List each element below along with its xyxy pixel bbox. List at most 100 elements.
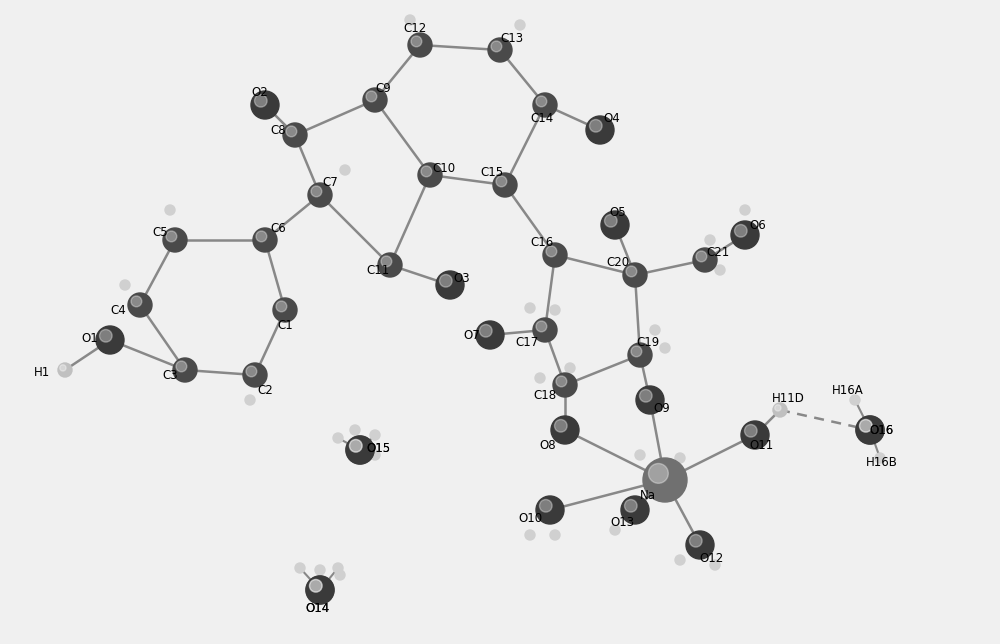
Text: C15: C15 <box>480 166 504 178</box>
Circle shape <box>273 298 297 322</box>
Circle shape <box>648 464 668 483</box>
Circle shape <box>535 373 545 383</box>
Text: O16: O16 <box>870 424 894 437</box>
Circle shape <box>58 363 72 377</box>
Circle shape <box>120 280 130 290</box>
Circle shape <box>860 419 872 432</box>
Circle shape <box>491 41 502 52</box>
Circle shape <box>690 535 702 547</box>
Text: O8: O8 <box>540 439 556 451</box>
Text: O7: O7 <box>464 328 480 341</box>
Text: C1: C1 <box>277 319 293 332</box>
Text: C21: C21 <box>706 245 730 258</box>
Text: H1: H1 <box>34 366 50 379</box>
Circle shape <box>333 433 343 443</box>
Circle shape <box>128 293 152 317</box>
Circle shape <box>693 248 717 272</box>
Text: C19: C19 <box>636 336 660 348</box>
Circle shape <box>860 419 872 432</box>
Circle shape <box>253 228 277 252</box>
Circle shape <box>436 271 464 299</box>
Circle shape <box>533 93 557 117</box>
Text: O15: O15 <box>366 442 390 455</box>
Circle shape <box>705 235 715 245</box>
Circle shape <box>850 395 860 405</box>
Circle shape <box>480 325 492 337</box>
Circle shape <box>350 439 362 452</box>
Circle shape <box>640 390 652 402</box>
Circle shape <box>315 565 325 575</box>
Text: C9: C9 <box>375 82 391 95</box>
Circle shape <box>660 343 670 353</box>
Circle shape <box>550 305 560 315</box>
Circle shape <box>586 116 614 144</box>
Text: H16B: H16B <box>866 455 898 468</box>
Circle shape <box>650 325 660 335</box>
Circle shape <box>556 376 567 387</box>
Text: O11: O11 <box>750 439 774 451</box>
Circle shape <box>710 560 720 570</box>
Circle shape <box>626 266 637 277</box>
Circle shape <box>493 173 517 197</box>
Circle shape <box>546 246 557 257</box>
Circle shape <box>346 436 374 464</box>
Text: H11D: H11D <box>772 392 804 404</box>
Circle shape <box>246 366 257 377</box>
Circle shape <box>340 165 350 175</box>
Circle shape <box>553 373 577 397</box>
Text: O4: O4 <box>604 111 620 124</box>
Text: C7: C7 <box>322 176 338 189</box>
Text: O10: O10 <box>518 511 542 524</box>
Text: C18: C18 <box>533 388 557 401</box>
Circle shape <box>525 303 535 313</box>
Circle shape <box>333 563 343 573</box>
Circle shape <box>366 91 377 102</box>
Circle shape <box>245 395 255 405</box>
Circle shape <box>311 186 322 197</box>
Circle shape <box>370 430 380 440</box>
Circle shape <box>166 231 177 242</box>
Circle shape <box>306 576 334 604</box>
Circle shape <box>60 365 66 371</box>
Text: O6: O6 <box>750 218 766 231</box>
Circle shape <box>696 251 707 262</box>
Circle shape <box>734 225 747 237</box>
Circle shape <box>773 403 787 417</box>
Circle shape <box>601 211 629 239</box>
Circle shape <box>628 343 652 367</box>
Circle shape <box>476 321 504 349</box>
Text: O12: O12 <box>700 551 724 565</box>
Circle shape <box>163 228 187 252</box>
Circle shape <box>525 530 535 540</box>
Circle shape <box>543 243 567 267</box>
Circle shape <box>256 231 267 242</box>
Circle shape <box>551 416 579 444</box>
Circle shape <box>243 363 267 387</box>
Circle shape <box>675 453 685 463</box>
Circle shape <box>856 416 884 444</box>
Text: C12: C12 <box>403 21 427 35</box>
Circle shape <box>100 330 112 342</box>
Circle shape <box>176 361 187 372</box>
Circle shape <box>856 416 884 444</box>
Circle shape <box>350 439 362 452</box>
Circle shape <box>536 321 547 332</box>
Circle shape <box>623 263 647 287</box>
Circle shape <box>405 15 415 25</box>
Circle shape <box>554 419 567 432</box>
Circle shape <box>131 296 142 307</box>
Circle shape <box>411 36 422 47</box>
Circle shape <box>550 530 560 540</box>
Text: C11: C11 <box>366 263 390 276</box>
Circle shape <box>408 33 432 57</box>
Circle shape <box>346 436 374 464</box>
Text: O16: O16 <box>870 424 894 437</box>
Circle shape <box>496 176 507 187</box>
Circle shape <box>310 580 322 592</box>
Text: O2: O2 <box>252 86 268 99</box>
Circle shape <box>715 265 725 275</box>
Circle shape <box>295 563 305 573</box>
Circle shape <box>624 500 637 512</box>
Circle shape <box>350 425 360 435</box>
Circle shape <box>418 163 442 187</box>
